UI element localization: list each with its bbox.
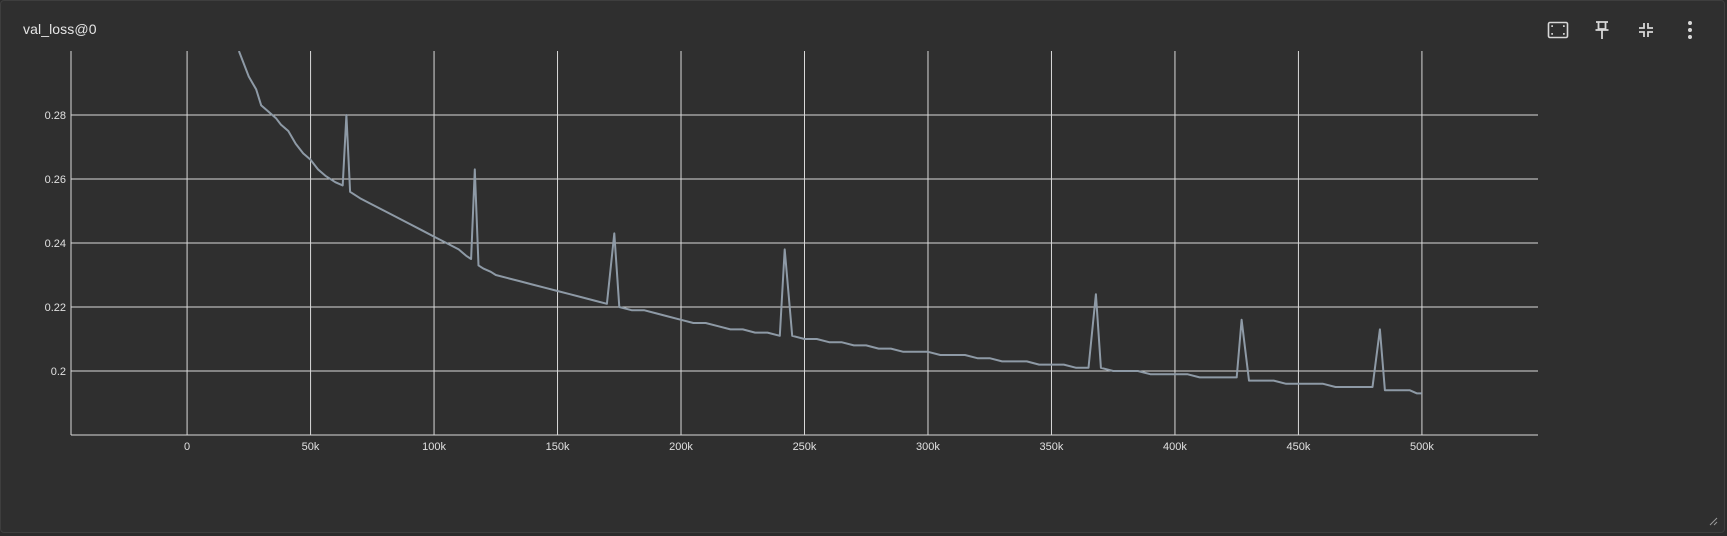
grid-layer	[71, 51, 1538, 435]
x-tick-label: 450k	[1287, 441, 1311, 453]
x-tick-label: 50k	[302, 441, 320, 453]
resize-handle-icon[interactable]	[1708, 516, 1718, 526]
x-tick-label: 100k	[422, 441, 446, 453]
x-tick-label: 400k	[1163, 441, 1187, 453]
tick-labels: 0 50k 100k 150k 200k 250k 300k 350k 400k 450k 500k…	[45, 110, 1435, 453]
x-tick-label: 350k	[1040, 441, 1064, 453]
x-tick-label: 300k	[916, 441, 940, 453]
more-vert-icon	[1688, 21, 1692, 39]
pin-button[interactable]	[1580, 15, 1624, 45]
y-tick-label: 0.26	[45, 174, 66, 186]
fit-domain-button[interactable]	[1536, 15, 1580, 45]
y-tick-label: 0.24	[45, 238, 66, 250]
x-tick-label: 0	[184, 441, 190, 453]
axis-layer	[70, 51, 1538, 436]
y-tick-label: 0.22	[45, 302, 66, 314]
pin-icon	[1595, 21, 1609, 39]
series-line[interactable]	[237, 51, 1422, 395]
y-tick-label: 0.2	[51, 366, 66, 378]
collapse-button[interactable]	[1624, 15, 1668, 45]
fit-domain-icon	[1547, 21, 1569, 39]
x-tick-label: 150k	[546, 441, 570, 453]
chart-title: val_loss@0	[23, 21, 97, 37]
chart-toolbar	[1536, 15, 1712, 45]
more-options-button[interactable]	[1668, 15, 1712, 45]
y-tick-label: 0.28	[45, 110, 66, 122]
x-tick-label: 200k	[669, 441, 693, 453]
collapse-icon	[1639, 23, 1653, 37]
x-tick-label: 500k	[1410, 441, 1434, 453]
series-layer	[237, 51, 1422, 395]
x-tick-label: 250k	[793, 441, 817, 453]
